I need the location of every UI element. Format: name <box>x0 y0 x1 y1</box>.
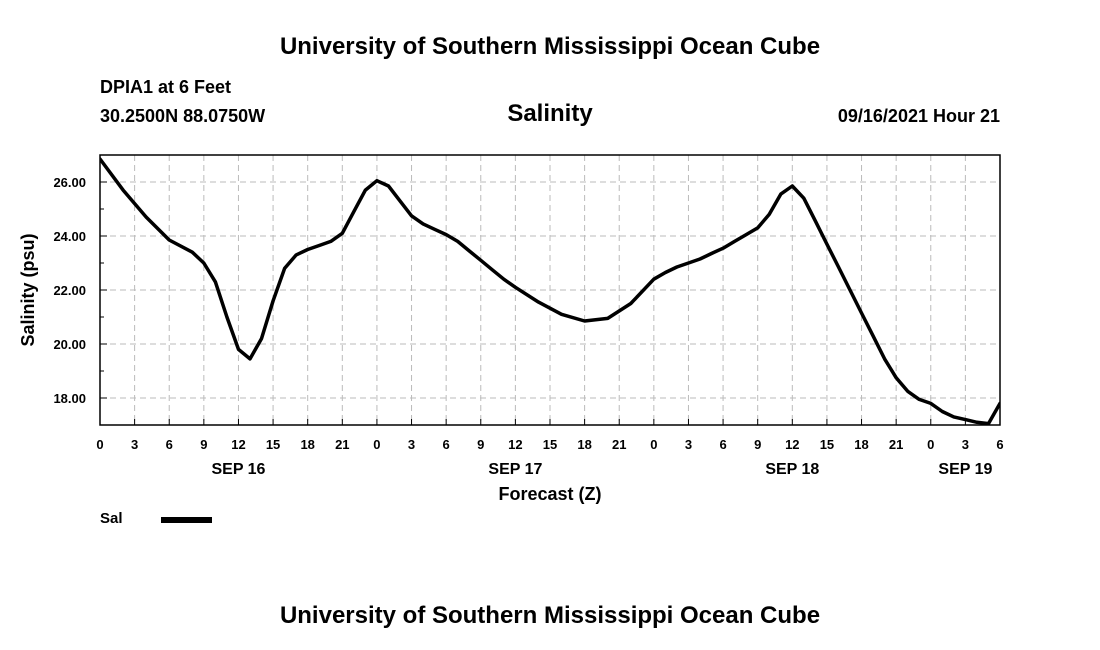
grid-layer <box>100 155 1000 425</box>
axis-layer: 0 3 6 9 12 15 18 21 0 3 6 9 12 15 18 21 0 3 6 9 12 15 18 21 0 3 6 1… <box>53 154 1004 478</box>
header-title-top: University of Southern Mississippi Ocean… <box>279 33 821 60</box>
x-tick-label: 21 <box>335 437 349 452</box>
x-tick-label: 15 <box>820 437 834 452</box>
legend-label-sal: Sal <box>100 510 123 527</box>
x-tick-label: 0 <box>373 437 380 452</box>
forecast-run-datetime: 09/16/2021 Hour 21 <box>837 106 1000 126</box>
x-tick-label: 12 <box>231 437 245 452</box>
x-tick-label: 21 <box>889 437 903 452</box>
x-tick-label: 6 <box>166 437 173 452</box>
x-tick-label: 0 <box>96 437 103 452</box>
chart-title: Salinity <box>507 100 593 127</box>
x-tick-label: 15 <box>543 437 557 452</box>
legend-swatch-sal <box>161 517 212 523</box>
x-tick-label: 15 <box>266 437 280 452</box>
x-tick-label: 6 <box>719 437 726 452</box>
station-name: DPIA1 at 6 Feet <box>100 77 232 97</box>
date-label: SEP 17 <box>488 461 542 478</box>
y-tick-label: 26.00 <box>53 175 86 190</box>
x-tick-label: 18 <box>300 437 314 452</box>
date-label: SEP 16 <box>211 461 265 478</box>
x-tick-label: 3 <box>962 437 969 452</box>
x-tick-label: 18 <box>577 437 591 452</box>
x-tick-label: 6 <box>443 437 450 452</box>
x-tick-label: 9 <box>477 437 484 452</box>
x-tick-label: 6 <box>996 437 1003 452</box>
x-tick-label: 0 <box>927 437 934 452</box>
x-tick-label: 0 <box>650 437 657 452</box>
y-tick-label: 24.00 <box>53 229 86 244</box>
date-label: SEP 19 <box>938 461 992 478</box>
y-axis-label: Salinity (psu) <box>18 233 38 346</box>
x-tick-label: 3 <box>685 437 692 452</box>
x-tick-label: 3 <box>408 437 415 452</box>
station-coordinates: 30.2500N 88.0750W <box>100 106 266 126</box>
x-tick-label: 12 <box>785 437 799 452</box>
x-tick-label: 21 <box>612 437 626 452</box>
y-tick-label: 18.00 <box>53 391 86 406</box>
series-line-sal <box>100 157 1000 425</box>
plot-frame <box>99 154 1001 426</box>
x-axis-label: Forecast (Z) <box>498 484 601 504</box>
series-layer <box>100 157 1000 425</box>
x-tick-label: 18 <box>854 437 868 452</box>
y-tick-label: 20.00 <box>53 337 86 352</box>
x-tick-label: 9 <box>754 437 761 452</box>
x-tick-label: 3 <box>131 437 138 452</box>
x-tick-label: 12 <box>508 437 522 452</box>
y-tick-label: 22.00 <box>53 283 86 298</box>
x-tick-label: 9 <box>200 437 207 452</box>
date-label: SEP 18 <box>765 461 819 478</box>
header-title-bottom: University of Southern Mississippi Ocean… <box>279 602 821 629</box>
